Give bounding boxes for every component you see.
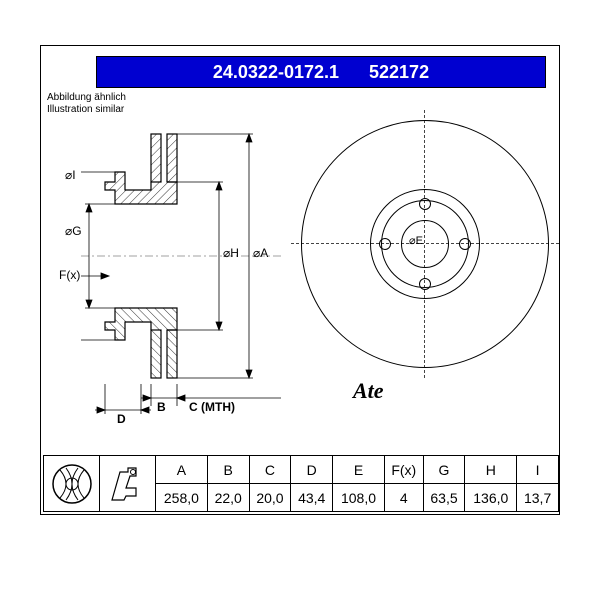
- cell-value: 20,0: [249, 484, 291, 512]
- front-view: ⌀E: [301, 120, 549, 368]
- short-number: 522172: [369, 62, 429, 83]
- label-diaI: ⌀I: [65, 168, 76, 182]
- label-Fx: F(x): [59, 268, 80, 282]
- caliper-icon: [106, 462, 150, 506]
- subtitle-de: Abbildung ähnlich: [47, 92, 126, 104]
- section-svg: [81, 116, 281, 416]
- drawing-sheet: 24.0322-0172.1 522172 Abbildung ähnlich …: [40, 45, 560, 515]
- col-header: A: [156, 456, 208, 484]
- cell-value: 22,0: [207, 484, 249, 512]
- col-header: C: [249, 456, 291, 484]
- col-header: B: [207, 456, 249, 484]
- icon-cell-caliper: [100, 456, 156, 512]
- drawing-area: ⌀A ⌀H ⌀G ⌀I F(x) B D C (MTH) ⌀E Ate: [41, 106, 561, 416]
- icon-cell-disc: [44, 456, 100, 512]
- bolt-hole: [419, 278, 431, 290]
- cross-section-view: ⌀A ⌀H ⌀G ⌀I F(x) B D C (MTH): [81, 116, 261, 396]
- cell-value: 258,0: [156, 484, 208, 512]
- col-header: E: [333, 456, 385, 484]
- label-diaH: ⌀H: [223, 246, 239, 260]
- cell-value: 13,7: [517, 484, 559, 512]
- col-header: I: [517, 456, 559, 484]
- header-bar: 24.0322-0172.1 522172: [96, 56, 546, 88]
- cell-value: 136,0: [465, 484, 517, 512]
- disc-icon: [50, 462, 94, 506]
- label-diaA: ⌀A: [253, 246, 268, 260]
- brand-logo: Ate: [353, 378, 384, 404]
- col-header: F(x): [384, 456, 423, 484]
- cell-value: 43,4: [291, 484, 333, 512]
- bolt-hole: [459, 238, 471, 250]
- dimension-table: A B C D E F(x) G H I 258,0 22,0 20,0 43,…: [43, 455, 559, 512]
- cell-value: 63,5: [423, 484, 465, 512]
- table-header-row: A B C D E F(x) G H I: [44, 456, 559, 484]
- col-header: H: [465, 456, 517, 484]
- cell-value: 108,0: [333, 484, 385, 512]
- bolt-hole: [379, 238, 391, 250]
- label-C: C (MTH): [189, 400, 235, 414]
- label-D: D: [117, 412, 126, 426]
- cell-value: 4: [384, 484, 423, 512]
- col-header: D: [291, 456, 333, 484]
- bolt-hole: [419, 198, 431, 210]
- label-diaG: ⌀G: [65, 224, 82, 238]
- col-header: G: [423, 456, 465, 484]
- label-B: B: [157, 400, 166, 414]
- part-number: 24.0322-0172.1: [213, 62, 339, 83]
- label-diaE: ⌀E: [409, 234, 423, 247]
